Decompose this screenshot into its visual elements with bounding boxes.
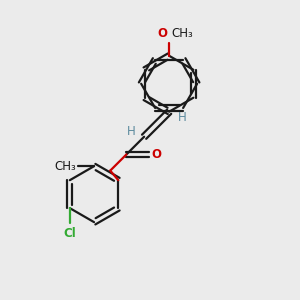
Text: CH₃: CH₃ — [54, 160, 76, 173]
Text: Cl: Cl — [64, 227, 76, 240]
Text: H: H — [127, 125, 136, 138]
Text: CH₃: CH₃ — [172, 27, 193, 40]
Text: O: O — [151, 148, 161, 161]
Text: H: H — [177, 110, 186, 124]
Text: O: O — [158, 27, 168, 40]
